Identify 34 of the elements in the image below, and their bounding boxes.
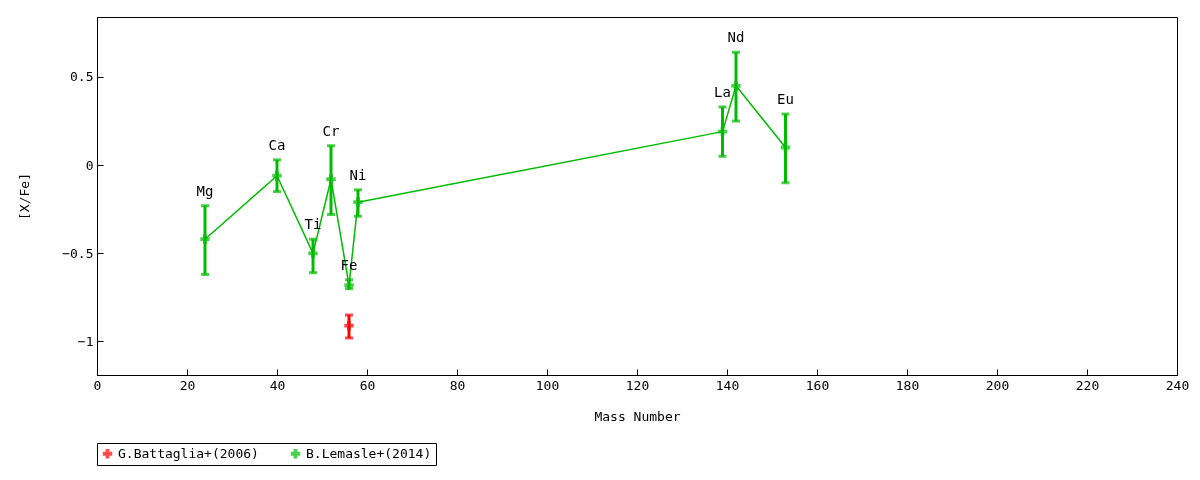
point	[308, 248, 318, 259]
y-tick-label: 0	[85, 157, 94, 173]
x-tick-label: 20	[179, 377, 196, 393]
annotation: Ca	[268, 136, 286, 153]
x-tick-label: 180	[895, 377, 920, 393]
legend-label: B.Lemasle+(2014)	[306, 445, 432, 461]
x-axis-title: Mass Number	[594, 408, 681, 424]
y-tick-label: −1	[77, 333, 94, 349]
point	[353, 197, 363, 207]
x-tick-label: 240	[1165, 377, 1190, 393]
y-tick-label: −0.5	[62, 245, 94, 261]
x-tick-label: 200	[985, 377, 1010, 393]
x-tick-label: 120	[625, 377, 650, 393]
point	[272, 170, 282, 181]
point	[731, 81, 741, 91]
point	[200, 234, 210, 244]
legend-label: G.Battaglia+(2006)	[118, 445, 259, 461]
x-tick-label: 100	[535, 377, 560, 393]
point	[344, 320, 354, 331]
annotation: Cr	[322, 122, 340, 139]
annotation: Ni	[349, 166, 367, 183]
y-tick-label: 0.5	[70, 69, 94, 85]
x-tick-label: 220	[1075, 377, 1100, 393]
point	[326, 174, 336, 184]
y-axis-title: [X/Fe]	[17, 173, 33, 220]
x-tick-label: 40	[269, 377, 286, 393]
annotation: Nd	[727, 29, 745, 46]
x-tick-label: 160	[805, 377, 830, 393]
annotation: Eu	[777, 91, 794, 107]
x-tick-label: 80	[449, 377, 466, 393]
annotation: Mg	[196, 182, 214, 199]
x-tick-label: 140	[715, 377, 740, 393]
annotation: La	[714, 83, 731, 100]
x-tick-label: 60	[359, 377, 376, 393]
